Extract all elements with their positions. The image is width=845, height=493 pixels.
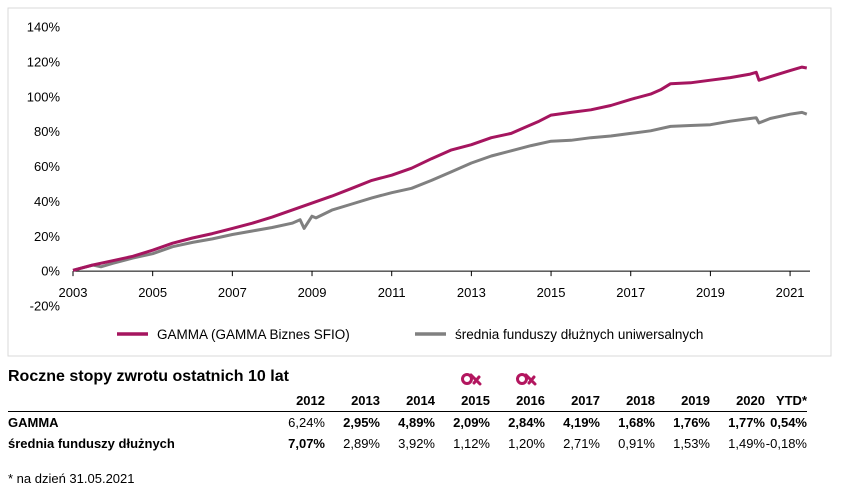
year-header: 2020 <box>736 393 765 408</box>
y-tick-label: 40% <box>34 194 60 209</box>
table-row: GAMMA 6,24% 2,95% 4,89% 2,09% 2,84% 4,19% 1,68%… <box>8 412 807 434</box>
year-header: 2019 <box>681 393 710 408</box>
table-cell: 1,76% <box>673 415 710 430</box>
y-tick-label: 0% <box>41 264 60 279</box>
series-lines <box>72 65 808 272</box>
y-tick-label: -20% <box>30 299 61 314</box>
x-tick-label: 2019 <box>696 285 725 300</box>
gamma-logo-glyph <box>516 373 537 386</box>
legend-label-gamma: GAMMA (GAMMA Biznes SFIO) <box>157 327 350 342</box>
x-tick-label: 2015 <box>537 285 566 300</box>
x-tick-label: 2005 <box>138 285 167 300</box>
series-line-gamma <box>72 65 808 272</box>
table-row: średnia funduszy dłużnych 7,07% 2,89% 3,92%… <box>8 433 807 454</box>
table-cell: 2,95% <box>343 415 380 430</box>
table-cell: 2,84% <box>508 415 545 430</box>
x-axis: 2003 2005 2007 2009 2011 2013 2015 2017 2019 2021 <box>59 270 810 300</box>
row-label: GAMMA <box>8 415 59 430</box>
y-tick-label: 60% <box>34 159 60 174</box>
year-header: 2018 <box>626 393 655 408</box>
year-header: 2015 <box>461 393 490 408</box>
chart: 140%120%100%80%60%40%20%0%-20% 2003 2005 2… <box>7 7 832 357</box>
series-line-average <box>72 110 808 272</box>
table-cell: 4,19% <box>563 415 600 430</box>
y-axis: 140% 120% 100% 80% 60% 40% 20% 0% -20% <box>27 20 61 314</box>
y-tick-label: 140% <box>27 20 61 35</box>
y-tick-label: 20% <box>34 229 60 244</box>
header-empty <box>8 390 270 412</box>
gamma-logo-glyph <box>461 373 482 386</box>
table-cell: 1,77% <box>728 415 765 430</box>
y-tick-label: 80% <box>34 124 60 139</box>
y-tick-label: 120% <box>27 54 61 69</box>
table-cell: 2,09% <box>453 415 490 430</box>
table-cell: 1,20% <box>508 436 545 451</box>
table-cell: 1,68% <box>618 415 655 430</box>
x-tick-label: 2021 <box>776 285 805 300</box>
returns-table: 2012 2013 2014 2015 2016 2017 2018 2019 … <box>8 390 807 454</box>
year-header: 2017 <box>571 393 600 408</box>
x-tick-label: 2017 <box>616 285 645 300</box>
footnote: * na dzień 31.05.2021 <box>8 471 135 486</box>
year-header: 2014 <box>406 393 435 408</box>
table-cell: 7,07% <box>288 436 325 451</box>
table-cell: 0,91% <box>618 436 655 451</box>
row-label: średnia funduszy dłużnych <box>8 436 175 451</box>
table-title: Roczne stopy zwrotu ostatnich 10 lat <box>8 368 289 385</box>
table-cell: 1,12% <box>453 436 490 451</box>
x-tick-label: 2013 <box>457 285 486 300</box>
year-header: 2012 <box>296 393 325 408</box>
table-cell: 0,54% <box>770 415 807 430</box>
gamma-logo-icon <box>515 372 537 386</box>
table-header-row: 2012 2013 2014 2015 2016 2017 2018 2019 … <box>8 390 807 412</box>
x-tick-label: 2007 <box>218 285 247 300</box>
legend-label-average: średnia funduszy dłużnych uniwersalnych <box>455 327 703 342</box>
plot-area <box>7 7 832 357</box>
x-tick-label: 2009 <box>298 285 327 300</box>
table-cell: 2,89% <box>343 436 380 451</box>
table-cell: 6,24% <box>288 415 325 430</box>
x-tick-label: 2003 <box>59 285 88 300</box>
year-header: YTD* <box>775 393 807 408</box>
year-header: 2013 <box>351 393 380 408</box>
table-cell: 2,71% <box>563 436 600 451</box>
table-cell: 3,92% <box>398 436 435 451</box>
year-header: 2016 <box>516 393 545 408</box>
x-tick-label: 2011 <box>378 285 406 300</box>
table-cell: -0,18% <box>765 436 807 451</box>
y-tick-label: 100% <box>27 89 61 104</box>
table-cell: 1,49% <box>728 436 765 451</box>
table-cell: 4,89% <box>398 415 435 430</box>
legend: GAMMA (GAMMA Biznes SFIO) średnia fundus… <box>117 327 703 342</box>
table-cell: 1,53% <box>673 436 710 451</box>
gamma-logo-icon <box>460 372 482 386</box>
